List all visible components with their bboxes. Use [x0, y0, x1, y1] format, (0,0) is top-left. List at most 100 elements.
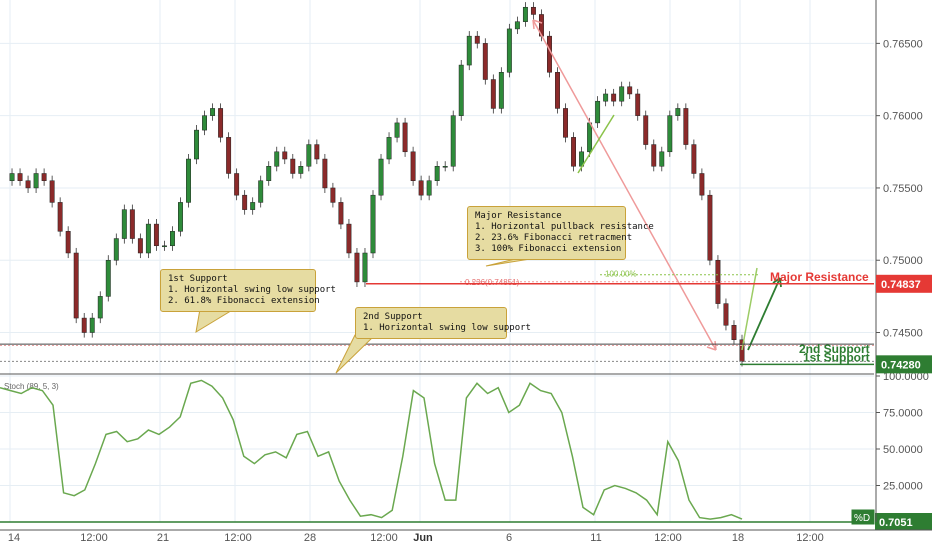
trend-arrow-top-head — [532, 19, 543, 30]
candle-body — [113, 238, 119, 261]
x-tick-label: 14 — [8, 532, 20, 544]
major-resistance-value: 0.74837 — [881, 279, 921, 291]
candle-body — [595, 100, 601, 124]
candle-body — [683, 108, 689, 145]
candle-body — [699, 173, 705, 196]
candle-body — [522, 6, 528, 22]
candle-body — [186, 158, 191, 203]
callout-second-support-title: 2nd Support — [363, 312, 423, 322]
candle-body — [635, 93, 641, 116]
fib-extension-arrow — [741, 267, 758, 351]
candle-body — [514, 21, 520, 30]
candle-body — [25, 180, 31, 189]
callout-major-resistance-line-1: 1. Horizontal pullback resistance — [475, 222, 654, 232]
candle-body — [627, 86, 633, 95]
candle-body — [202, 115, 207, 131]
candle-body — [338, 202, 344, 225]
candle-body — [346, 223, 352, 254]
candle-body — [498, 72, 504, 109]
callout-first-support-title: 1st Support — [168, 274, 228, 284]
candle-body — [218, 108, 224, 138]
callout-first-support-line-2: 2. 61.8% Fibonacci extension — [168, 296, 320, 306]
candle-body — [723, 303, 729, 326]
stoch-line — [0, 379, 743, 520]
candle-body — [17, 173, 23, 181]
candle-body — [691, 144, 697, 174]
x-tick-label: 21 — [157, 532, 169, 544]
callout-second-support-line-1: 1. Horizontal swing low support — [363, 323, 531, 333]
candle-body — [466, 35, 472, 66]
candle-body — [41, 173, 47, 181]
stoch-series-name: %D — [854, 513, 870, 524]
candle-body — [450, 115, 456, 167]
candle-body — [378, 158, 384, 196]
candle-body — [266, 166, 272, 181]
stoch-y-tick-label: 100.0000 — [883, 371, 929, 383]
second-support-label: 2nd Support — [799, 342, 870, 356]
candle-body — [105, 259, 111, 297]
first-support-value: 0.74280 — [881, 359, 921, 371]
candle-body — [89, 317, 95, 333]
candle-body — [418, 180, 424, 196]
x-tick-label: 18 — [732, 532, 744, 544]
candle-body — [667, 115, 673, 153]
candle-body — [290, 158, 296, 174]
candle-body — [274, 151, 280, 167]
candle-body — [651, 144, 657, 167]
candle-body — [170, 231, 175, 247]
y-tick-label: 0.75000 — [883, 255, 923, 267]
candle-body — [234, 173, 240, 196]
candle-body — [178, 202, 183, 232]
fib-100-label: 100.00% — [605, 270, 637, 279]
candle-body — [362, 252, 368, 283]
fib-leg-up — [577, 114, 615, 174]
trend-arrow-down — [532, 19, 717, 351]
candle-body — [153, 223, 159, 247]
callout-first-support-line-1: 1. Horizontal swing low support — [168, 285, 336, 295]
candle-body — [490, 79, 496, 109]
candle-body — [81, 317, 87, 333]
candle-body — [9, 173, 15, 181]
candle-body — [145, 223, 151, 254]
y-tick-label: 0.75500 — [883, 183, 923, 195]
candle-body — [611, 93, 617, 102]
candle-body — [394, 122, 400, 138]
candle-body — [65, 231, 71, 254]
candle-body — [250, 202, 256, 210]
candle-body — [547, 35, 552, 73]
x-tick-label: 28 — [304, 532, 316, 544]
candle-body — [731, 325, 737, 340]
candle-body — [282, 151, 288, 160]
stoch-y-tick-label: 75.0000 — [883, 408, 923, 420]
candle-body — [426, 180, 432, 196]
x-tick-label: 12:00 — [796, 532, 824, 544]
candle-body — [354, 252, 360, 283]
candle-body — [434, 166, 440, 181]
candle-body — [659, 151, 665, 167]
callout-second-support: 2nd Support 1. Horizontal swing low supp… — [355, 307, 531, 339]
x-tick-label: 11 — [590, 532, 601, 544]
x-tick-label: 12:00 — [654, 532, 682, 544]
candle-body — [474, 35, 480, 44]
callout-major-resistance-line-3: 3. 100% Fibonacci extension — [475, 244, 622, 254]
projection-arrow-head — [772, 277, 782, 288]
candle-body — [563, 108, 568, 138]
callout-first-support: 1st Support 1. Horizontal swing low supp… — [160, 269, 336, 312]
candle-body — [675, 108, 681, 116]
y-tick-label: 0.74500 — [883, 328, 923, 340]
candle-layer — [9, 2, 745, 367]
fib-236-label: 0.236(0.74851) — [465, 278, 520, 287]
candle-body — [306, 144, 312, 167]
candle-body — [137, 238, 143, 254]
stoch-value-label: 0.7051 — [879, 517, 913, 529]
first-support-badge — [876, 355, 932, 374]
x-tick-label: Jun — [413, 532, 433, 544]
candle-body — [210, 108, 216, 116]
candle-body — [226, 137, 232, 174]
candle-body — [506, 28, 512, 73]
x-tick-label: 12:00 — [370, 532, 398, 544]
y-tick-label: 0.76500 — [883, 38, 923, 50]
stoch-value-badge — [875, 513, 932, 530]
